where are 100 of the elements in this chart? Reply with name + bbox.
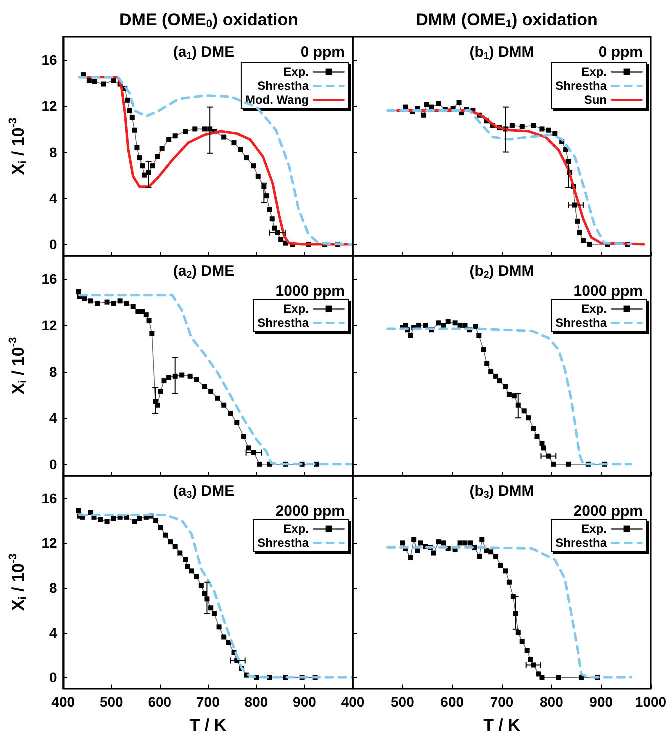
point (267, 207, 272, 212)
point (264, 194, 270, 199)
point (531, 123, 536, 128)
y-tick-label: 0 (50, 456, 58, 472)
point (182, 129, 188, 134)
point (522, 408, 527, 414)
x-tick-label: 600 (440, 694, 464, 710)
point (446, 320, 451, 324)
y-tick-label: 12 (42, 535, 58, 552)
legend-label: Exp. (582, 302, 607, 316)
point (484, 361, 490, 366)
point (154, 154, 160, 160)
legend-label: Shrestha (258, 79, 310, 93)
point (512, 394, 517, 399)
point (98, 517, 104, 522)
point (136, 309, 141, 314)
point (154, 518, 159, 524)
point (531, 426, 536, 432)
point (150, 331, 155, 336)
point (192, 126, 198, 132)
x-tick-label: 400 (52, 694, 76, 710)
point (92, 79, 98, 84)
point (456, 100, 462, 106)
y-tick-label: 8 (50, 580, 58, 596)
point (408, 555, 414, 560)
x-tick-label: 700 (490, 694, 514, 710)
point (180, 372, 185, 378)
point (238, 147, 244, 152)
legend-label: Sun (584, 93, 607, 107)
point (166, 375, 172, 380)
point (95, 300, 100, 306)
legend-label: Exp. (582, 522, 607, 536)
x-tick-label: 900 (590, 694, 614, 710)
point (494, 374, 499, 379)
point (134, 145, 140, 150)
point (198, 583, 204, 588)
y-axis-title: Xi / 10-3 (8, 554, 30, 612)
point (140, 309, 146, 314)
point (241, 434, 246, 440)
point (412, 537, 417, 542)
x-tick-label: 1000 (635, 694, 667, 710)
point (140, 164, 146, 169)
x-tick-label: 800 (540, 694, 564, 710)
x-tick-label: 500 (390, 694, 415, 710)
x-tick-label: 600 (148, 694, 172, 710)
point (400, 540, 406, 546)
x-tick-label: 700 (196, 694, 220, 710)
point (216, 624, 222, 630)
point (503, 568, 508, 574)
y-tick-label: 16 (42, 52, 58, 68)
point (587, 242, 592, 247)
point (158, 525, 164, 530)
point (111, 516, 116, 522)
point (88, 298, 94, 304)
point (510, 123, 515, 128)
point (178, 550, 183, 556)
legend-label: Shrestha (556, 79, 608, 93)
point (166, 137, 172, 142)
point (423, 322, 428, 328)
point (212, 611, 217, 616)
point (162, 378, 167, 384)
legend-label: Shrestha (556, 316, 608, 330)
point (111, 300, 116, 306)
point (520, 639, 525, 644)
point (498, 563, 504, 568)
point (160, 146, 165, 152)
point (82, 296, 88, 302)
point (415, 548, 420, 554)
point (476, 333, 482, 338)
point (172, 134, 178, 139)
point (137, 156, 142, 161)
point (551, 462, 556, 467)
point (534, 434, 540, 440)
point (477, 554, 482, 560)
legend-label: Shrestha (258, 316, 310, 330)
point (222, 634, 227, 640)
point (526, 416, 532, 421)
point (142, 172, 147, 178)
legend-label: Mod. Wang (245, 93, 309, 107)
x-axis-title: T / K (190, 716, 228, 735)
x-tick-label: 800 (244, 694, 268, 710)
point (111, 78, 116, 84)
point (422, 112, 427, 118)
point (251, 164, 256, 169)
point (215, 396, 220, 401)
point (188, 374, 193, 379)
x-tick-label: 900 (293, 694, 317, 710)
point (101, 82, 106, 87)
point (146, 318, 152, 324)
point (524, 648, 530, 654)
point (132, 128, 138, 133)
point (481, 347, 486, 352)
annotation: 2000 ppm (276, 502, 345, 520)
point (86, 78, 92, 84)
point (540, 675, 545, 680)
point (494, 554, 499, 560)
y-tick-label: 8 (50, 364, 58, 380)
legend-label: Exp. (284, 302, 309, 316)
legend-label: Exp. (284, 522, 309, 536)
point (473, 324, 478, 330)
